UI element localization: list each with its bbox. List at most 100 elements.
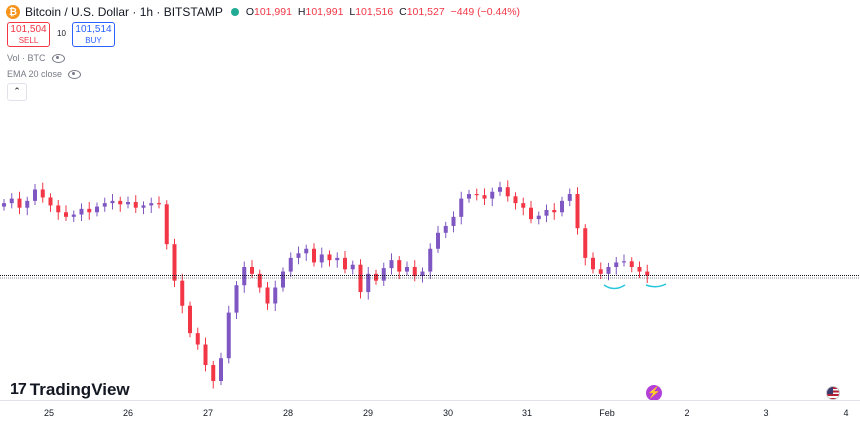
close-label: C bbox=[399, 6, 407, 18]
candle-body bbox=[40, 189, 45, 198]
candle-body bbox=[606, 266, 611, 274]
high-value: 101,991 bbox=[305, 6, 344, 18]
candle-body bbox=[71, 214, 76, 217]
candle-body bbox=[118, 200, 123, 205]
candle-body bbox=[33, 189, 37, 201]
candle-body bbox=[513, 196, 518, 204]
candle-body bbox=[405, 266, 409, 272]
tradingview-wordmark: TradingView bbox=[29, 380, 130, 399]
candle-body bbox=[17, 198, 22, 208]
candle-body bbox=[9, 198, 14, 204]
buy-button[interactable]: 101,514 BUY bbox=[72, 22, 115, 47]
candle-body bbox=[95, 206, 99, 213]
time-tick: 4 bbox=[843, 408, 849, 418]
buy-label: BUY bbox=[85, 36, 102, 45]
collapse-indicators-button[interactable]: ⌃ bbox=[7, 83, 27, 101]
candle-body bbox=[389, 260, 394, 269]
ohlc-values: O101,991 H101,991 L101,516 C101,527 −449… bbox=[246, 6, 520, 18]
candle-body bbox=[195, 333, 200, 345]
candle-body bbox=[102, 203, 107, 207]
tradingview-logo[interactable]: 17 TradingView bbox=[10, 380, 130, 400]
symbol-header: ₿ Bitcoin / U.S. Dollar · 1h · BITSTAMP … bbox=[6, 3, 524, 21]
candle-body bbox=[505, 187, 510, 197]
candle-body bbox=[583, 228, 588, 258]
indicator-ema[interactable]: EMA 20 close bbox=[7, 69, 82, 79]
indicator-volume[interactable]: Vol · BTC bbox=[7, 53, 65, 63]
candle-body bbox=[498, 187, 502, 192]
candle-body bbox=[172, 244, 177, 281]
candle-body bbox=[219, 358, 223, 381]
candle-body bbox=[157, 203, 161, 205]
low-value: 101,516 bbox=[355, 6, 394, 18]
candle-body bbox=[436, 232, 440, 249]
candle-body bbox=[366, 273, 371, 293]
time-axis[interactable]: 25 26 27 28 29 30 31 Feb 2 3 4 bbox=[0, 400, 860, 423]
candle-body bbox=[358, 264, 363, 293]
sell-price: 101,504 bbox=[10, 24, 47, 35]
candle-body bbox=[629, 261, 634, 267]
candle-body bbox=[288, 257, 293, 272]
candle-body bbox=[598, 269, 603, 274]
candle-body bbox=[110, 200, 115, 204]
candle-body bbox=[428, 248, 433, 272]
sell-label: SELL bbox=[18, 36, 39, 45]
candle-body bbox=[312, 248, 316, 263]
candle-body bbox=[273, 287, 278, 304]
candle-body bbox=[567, 194, 572, 201]
candle-body bbox=[226, 312, 231, 359]
candle-body bbox=[591, 257, 595, 270]
chart-pane[interactable] bbox=[0, 0, 860, 400]
candle-body bbox=[164, 204, 169, 245]
candle-body bbox=[645, 271, 650, 276]
candle-body bbox=[2, 203, 6, 207]
us-flag-icon[interactable] bbox=[826, 386, 840, 400]
market-status-icon[interactable] bbox=[230, 8, 239, 16]
support-touch-marker-1 bbox=[603, 284, 626, 290]
candle-body bbox=[126, 202, 130, 205]
candle-body bbox=[467, 194, 471, 199]
candle-body bbox=[575, 194, 580, 229]
low-label: L bbox=[349, 6, 356, 18]
candle-body bbox=[257, 273, 262, 288]
candle-body bbox=[490, 191, 495, 199]
time-tick: 26 bbox=[122, 408, 134, 418]
time-tick: 2 bbox=[684, 408, 690, 418]
candle-body bbox=[381, 268, 386, 281]
candle-body bbox=[265, 287, 270, 304]
candle-body bbox=[552, 209, 557, 213]
high-label: H bbox=[297, 6, 306, 18]
candle-body bbox=[420, 271, 425, 277]
tradingview-mark-icon: 17 bbox=[10, 381, 27, 398]
candle-body bbox=[25, 200, 30, 208]
candle-body bbox=[141, 205, 146, 208]
candle-body bbox=[335, 257, 340, 261]
open-label: O bbox=[245, 6, 254, 18]
spread-value: 10 bbox=[57, 29, 66, 38]
candle-body bbox=[79, 208, 84, 215]
time-tick: 29 bbox=[362, 408, 374, 418]
candle-body bbox=[281, 271, 285, 288]
candle-body bbox=[637, 266, 642, 272]
candle-body bbox=[56, 205, 61, 213]
candle-body bbox=[133, 202, 138, 208]
sell-button[interactable]: 101,504 SELL bbox=[7, 22, 50, 47]
time-tick: 27 bbox=[202, 408, 214, 418]
candle-body bbox=[374, 273, 378, 281]
candle-body bbox=[180, 280, 185, 306]
candle-body bbox=[482, 195, 487, 199]
candle-body bbox=[397, 260, 402, 272]
candle-body bbox=[242, 266, 247, 286]
candle-body bbox=[544, 209, 549, 216]
candle-body bbox=[250, 266, 254, 274]
candle-body bbox=[474, 194, 479, 196]
candle-body bbox=[234, 285, 239, 313]
eye-icon[interactable] bbox=[51, 53, 65, 63]
lightning-event-icon[interactable]: ⚡ bbox=[646, 385, 662, 401]
candle-body bbox=[296, 253, 301, 258]
indicator-volume-label: Vol · BTC bbox=[7, 53, 46, 63]
symbol-title[interactable]: Bitcoin / U.S. Dollar · 1h · BITSTAMP bbox=[25, 5, 223, 19]
eye-icon[interactable] bbox=[68, 69, 82, 79]
price-chart[interactable] bbox=[0, 0, 860, 400]
open-value: 101,991 bbox=[254, 6, 292, 18]
candle-body bbox=[451, 216, 456, 226]
